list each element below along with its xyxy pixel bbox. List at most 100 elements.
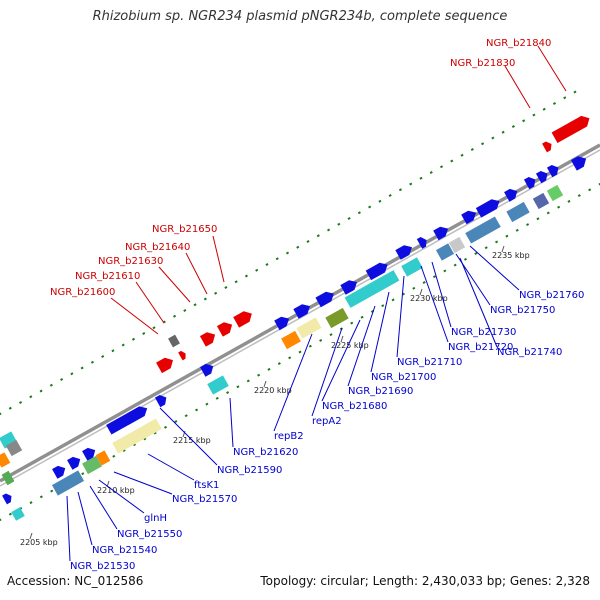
label-leader: [212, 235, 225, 283]
tick-mark: [567, 199, 571, 203]
tick-mark: [329, 333, 333, 337]
gene-box: [1, 470, 15, 486]
label-leader: [370, 291, 390, 373]
summary-text: Topology: circular; Length: 2,430,033 bp…: [260, 574, 590, 588]
gene-label-bottom: NGR_b21760: [519, 290, 584, 301]
tick-mark: [470, 148, 474, 151]
tick-mark: [193, 303, 197, 307]
gene-label-bottom: NGR_b21710: [397, 357, 462, 368]
tick-mark: [50, 489, 54, 493]
gene-NGR_b21650: [233, 311, 252, 328]
scale-tick: [501, 245, 505, 253]
gene-label-bottom: NGR_b21570: [172, 494, 237, 505]
tick-mark: [460, 153, 464, 157]
gene-blue: [535, 170, 548, 184]
tick-mark: [132, 443, 137, 447]
tick-mark: [443, 269, 447, 273]
gene-box: [546, 184, 564, 202]
gene-blue: [293, 304, 310, 319]
tick-mark: [526, 223, 530, 227]
tick-mark: [378, 199, 382, 203]
scale-label: 2225 kbp: [331, 341, 369, 350]
gene-NGR_b21840: [551, 115, 590, 144]
tick-mark: [474, 252, 478, 255]
tick-mark: [215, 396, 219, 400]
tick-mark: [288, 356, 292, 360]
gene-label-bottom: ftsK1: [194, 480, 219, 491]
tick-mark: [484, 246, 488, 250]
label-leader: [147, 453, 195, 481]
label-leader: [159, 407, 218, 466]
tick-mark: [142, 332, 146, 335]
gene-box: [401, 257, 423, 277]
gene-label-top: NGR_b21640: [125, 242, 190, 253]
gene-label-bottom: repA2: [312, 416, 342, 427]
gene-box: [11, 507, 25, 521]
gene-box: [506, 201, 530, 223]
scale-label: 2210 kbp: [97, 486, 135, 495]
tick-mark: [439, 165, 444, 169]
accession-text: Accession: NC_012586: [7, 574, 144, 588]
gene-blue: [67, 456, 81, 470]
gene-blue: [395, 245, 412, 260]
tick-mark: [29, 395, 33, 399]
tick-mark: [236, 385, 240, 389]
tick-mark: [511, 125, 515, 128]
tick-mark: [588, 188, 592, 192]
tick-mark: [39, 495, 43, 499]
gene-blue: [546, 164, 559, 178]
tick-mark: [546, 211, 550, 215]
gene-label-bottom: NGR_b21540: [92, 545, 157, 556]
scale-tick: [29, 532, 33, 540]
tick-mark: [19, 401, 23, 404]
tick-mark: [112, 454, 116, 458]
tick-mark: [121, 343, 125, 347]
tick-mark: [234, 280, 238, 284]
gene-blue: [433, 226, 449, 241]
label-leader: [98, 479, 145, 514]
tick-mark: [163, 425, 168, 429]
tick-mark: [573, 90, 577, 94]
gene-box: [281, 330, 301, 350]
tick-mark: [515, 228, 519, 232]
gene-label-bottom: NGR_b21750: [490, 305, 555, 316]
tick-mark: [203, 297, 207, 301]
tick-mark: [275, 257, 279, 261]
tick-mark: [577, 194, 581, 198]
gene-box: [5, 439, 23, 457]
label-leader: [110, 297, 159, 335]
tick-mark: [49, 383, 53, 387]
tick-mark: [265, 263, 269, 266]
tick-mark: [101, 355, 105, 358]
gene-label-bottom: NGR_b21620: [233, 447, 298, 458]
gene-blue: [154, 394, 167, 408]
tick-mark: [327, 228, 331, 232]
tick-mark: [205, 402, 209, 406]
tick-mark: [111, 349, 115, 353]
label-leader: [431, 261, 452, 328]
label-leader: [537, 45, 567, 92]
gene-blue: [340, 280, 357, 295]
tick-mark: [308, 344, 312, 348]
tick-mark: [409, 182, 413, 186]
tick-mark: [90, 360, 94, 364]
label-leader: [229, 397, 234, 448]
gene-box: [112, 418, 162, 454]
gene-label-bottom: repB2: [274, 431, 304, 442]
tick-mark: [432, 275, 437, 279]
label-leader: [158, 266, 191, 303]
gene-blue: [570, 156, 587, 171]
tick-mark: [319, 338, 323, 342]
gene-NGR_b21600: [156, 357, 173, 374]
tick-mark: [183, 309, 187, 312]
label-leader: [420, 265, 449, 343]
gene-label-bottom: NGR_b21530: [70, 561, 135, 572]
label-leader: [469, 245, 520, 291]
tick-mark: [501, 130, 505, 134]
label-leader: [311, 327, 343, 417]
tick-mark: [360, 315, 364, 319]
scale-label: 2230 kbp: [410, 294, 448, 303]
label-leader: [321, 319, 361, 402]
tick-mark: [306, 240, 310, 243]
